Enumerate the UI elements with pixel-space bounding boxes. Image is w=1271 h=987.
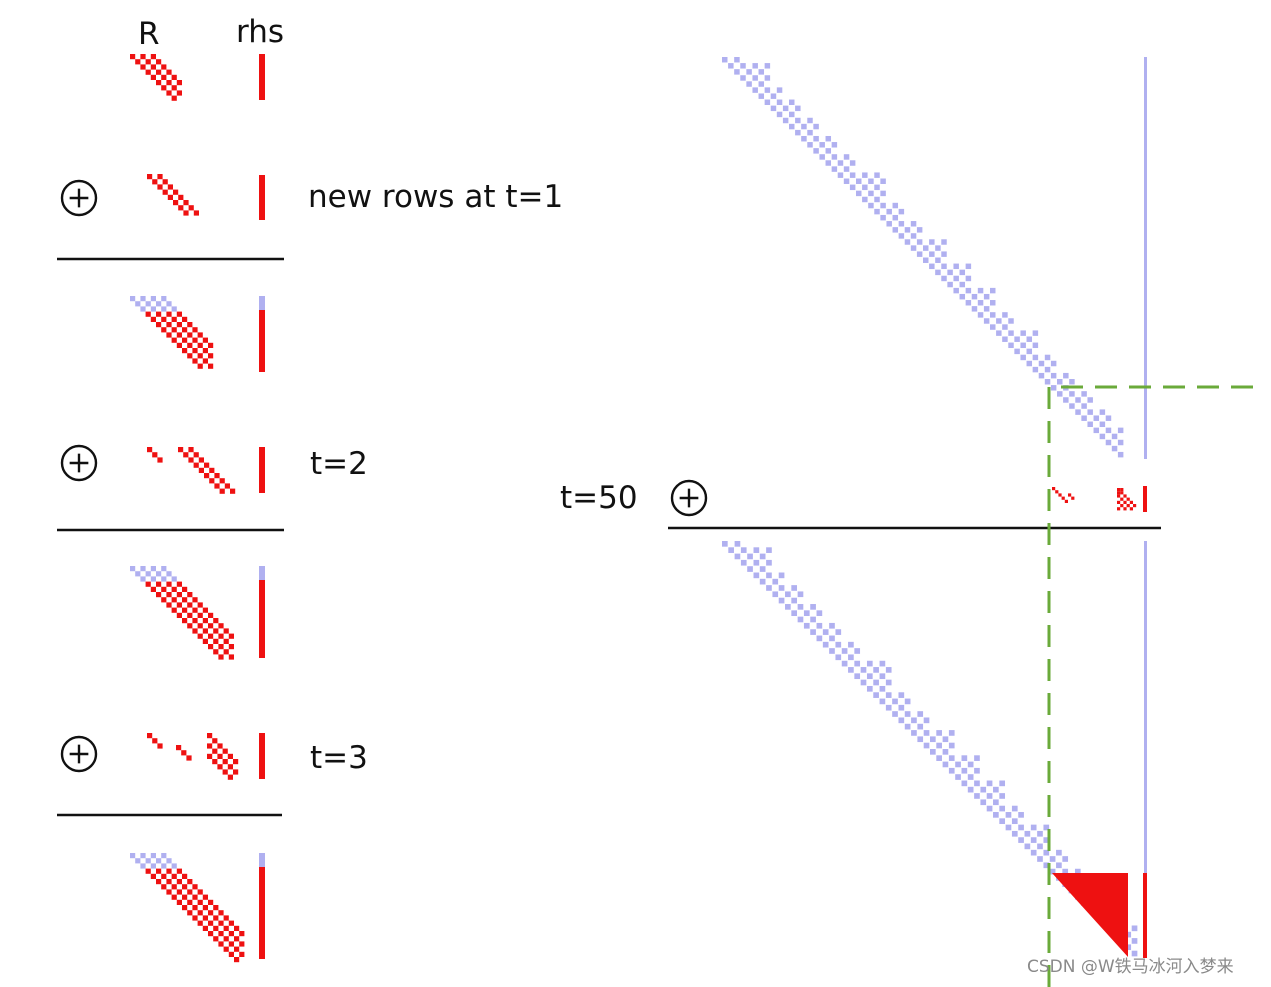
step1-result-rhs-prior — [259, 296, 265, 310]
step50-rhs-bar — [1143, 486, 1147, 512]
dashed-region-guide — [1047, 385, 1253, 987]
rhs-column-header: rhs — [236, 14, 284, 50]
circled-plus-icon — [670, 479, 708, 517]
result-r-matrix-new — [1052, 873, 1128, 957]
prior-r-matrix — [722, 57, 1124, 458]
circled-plus-icon — [60, 444, 98, 482]
step3-new-rows-b — [176, 745, 192, 761]
step1-result-prior — [130, 296, 177, 312]
left-panel-steps — [57, 54, 284, 963]
step3-result-rhs-new — [259, 867, 265, 959]
csdn-watermark: CSDN @W铁马冰河入梦来 — [1027, 957, 1234, 977]
step3-result-prior — [130, 853, 177, 869]
r-column-header: R — [138, 16, 160, 52]
step3-new-rows-a — [147, 733, 163, 749]
step50-label: t=50 — [560, 480, 638, 516]
step3-result-new — [145, 868, 245, 963]
step3-label: t=3 — [310, 740, 368, 776]
step1-label: new rows at t=1 — [308, 179, 564, 215]
initial-rhs-bar — [259, 54, 265, 100]
step1-result-new — [145, 311, 214, 369]
step2-rhs-bar — [259, 447, 265, 493]
step2-result-rhs-prior — [259, 566, 265, 580]
step2-new-rows-a — [147, 447, 163, 463]
right-panel-t50 — [668, 57, 1253, 987]
result-r-matrix-prior — [722, 541, 1138, 957]
step1-new-rows — [147, 174, 199, 216]
result-rhs-new — [1143, 873, 1147, 958]
step3-result-rhs-prior — [259, 853, 265, 867]
circled-plus-icon — [60, 179, 98, 217]
step1-rhs-bar — [259, 175, 265, 220]
step2-new-rows-b — [178, 447, 236, 494]
step1-result-rhs-new — [259, 310, 265, 372]
prior-rhs-bar — [1144, 57, 1147, 459]
step2-result-new — [145, 581, 234, 660]
step2-label: t=2 — [310, 446, 368, 482]
circled-plus-icon — [60, 735, 98, 773]
step2-result-rhs-new — [259, 580, 265, 658]
initial-r-matrix — [130, 54, 182, 101]
step50-new-rows-a — [1052, 487, 1075, 503]
step2-result-prior — [130, 566, 177, 582]
step3-rhs-bar — [259, 733, 265, 779]
step3-new-rows-c — [207, 733, 239, 780]
step50-new-rows-b — [1117, 488, 1137, 511]
result-rhs-prior — [1144, 541, 1147, 874]
